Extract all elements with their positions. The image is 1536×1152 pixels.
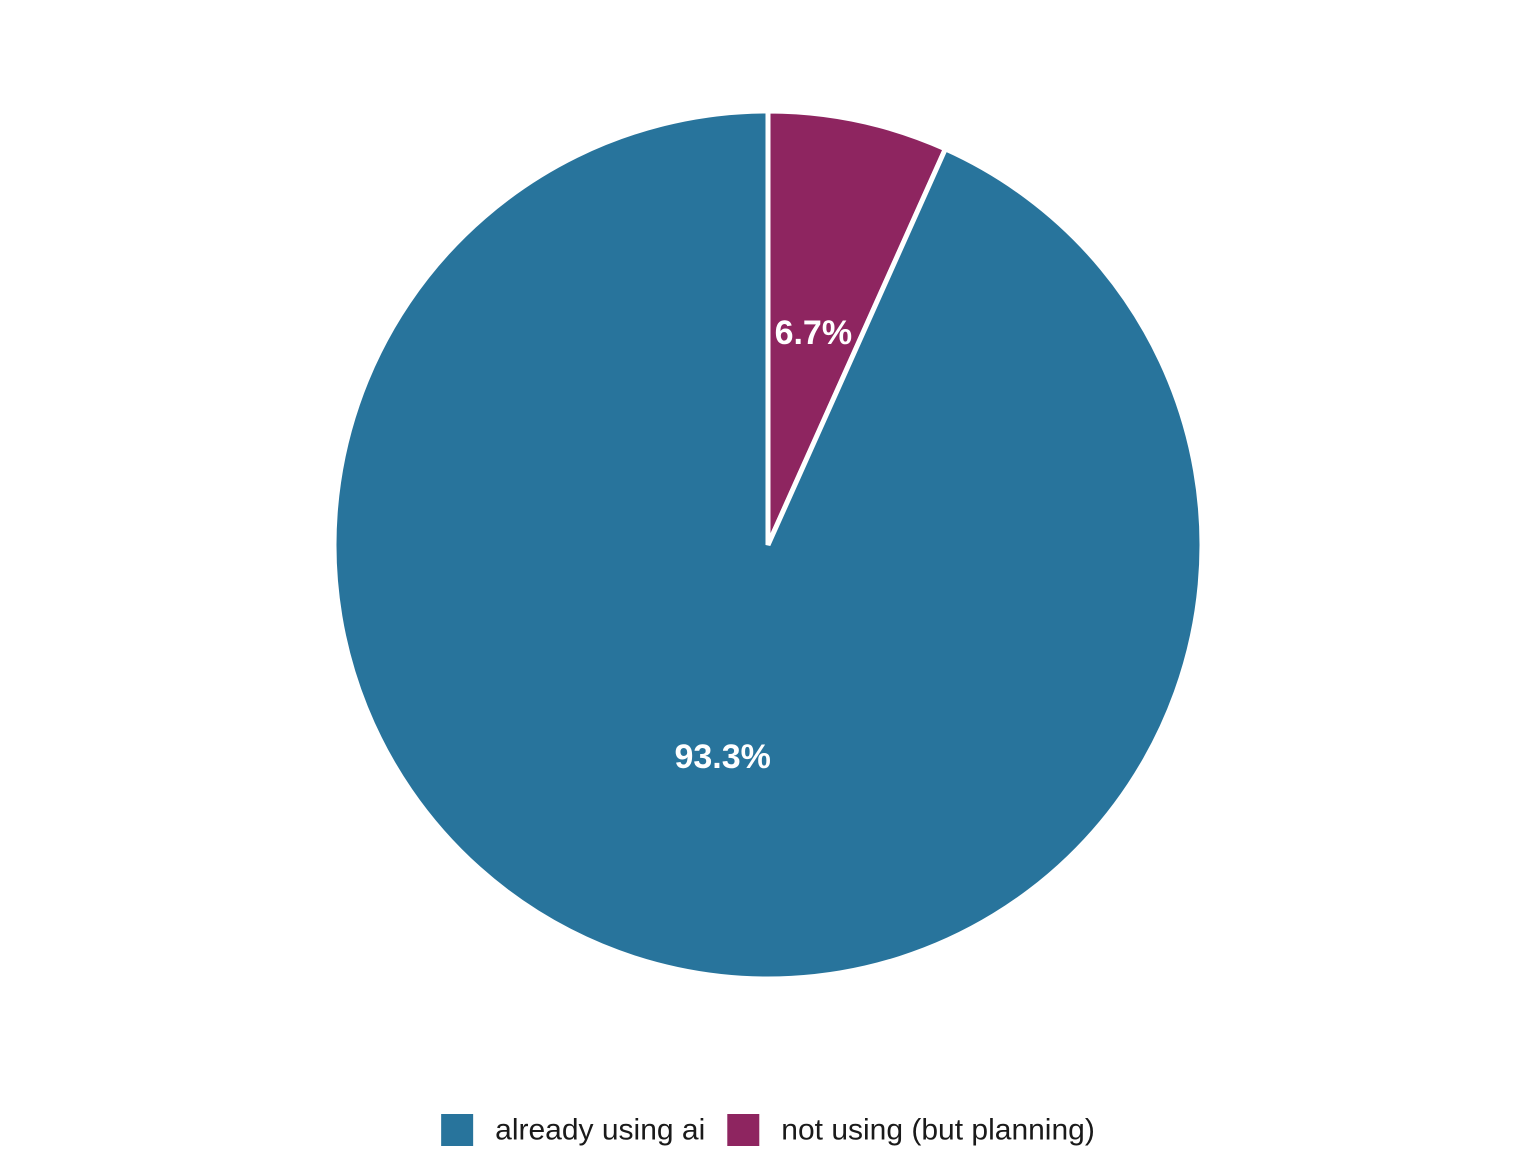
legend-swatch-1 [727, 1114, 760, 1146]
slice-labels: 6.7% 93.3% [674, 314, 852, 776]
legend-item-1: not using (but planning) [727, 1114, 1095, 1147]
pie-slice-1 [331, 108, 1205, 982]
slice-label-0: 6.7% [775, 314, 853, 352]
legend-swatch-0 [441, 1114, 474, 1146]
pie-slice-0 [765, 108, 949, 547]
legend-label-1: not using (but planning) [781, 1114, 1095, 1147]
legend: already using ai not using (but planning) [441, 1114, 1095, 1147]
slice-label-1: 93.3% [674, 738, 770, 776]
legend-label-0: already using ai [495, 1114, 705, 1147]
legend-item-0: already using ai [441, 1114, 705, 1147]
pie-slices [331, 108, 1205, 982]
